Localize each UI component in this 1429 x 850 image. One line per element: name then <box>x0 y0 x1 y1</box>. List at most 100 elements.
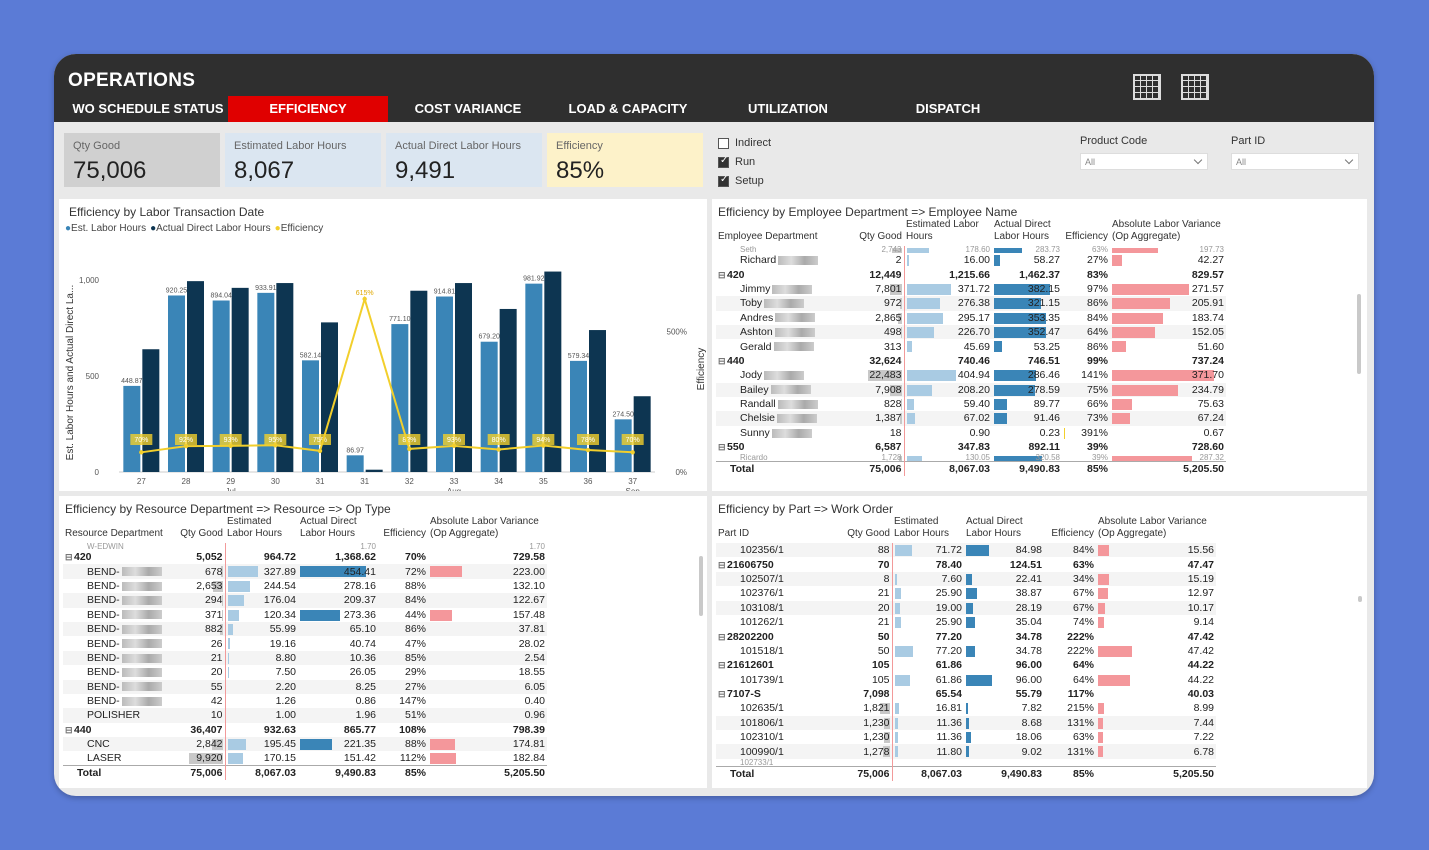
table-row[interactable]: 102310/1 1,230 11.36 18.06 63% 7.22 <box>716 730 1216 745</box>
table-row[interactable]: BEND- 55 2.20 8.25 27% 6.05 <box>63 679 547 694</box>
table-row[interactable]: 102356/1 88 71.72 84.98 84% 15.56 <box>716 543 1216 558</box>
table-row[interactable]: W-EDWIN 1.70 1.70 <box>63 543 547 550</box>
tab-efficiency[interactable]: EFFICIENCY <box>228 96 388 122</box>
slicer-option-indirect[interactable]: Indirect <box>718 137 771 149</box>
table-row[interactable]: Toby 972 276.38 321.15 86% 205.91 <box>716 296 1226 311</box>
table-row[interactable]: BEND- 26 19.16 40.74 47% 28.02 <box>63 636 547 651</box>
table-row[interactable]: Chelsie 1,387 67.02 91.46 73% 67.24 <box>716 411 1226 426</box>
group-row[interactable]: ⊟440 36,407 932.63 865.77 108% 798.39 <box>63 722 547 738</box>
group-row[interactable]: ⊟440 32,624 740.46 746.51 99% 737.24 <box>716 353 1226 369</box>
column-header[interactable]: Qty Good <box>180 528 223 539</box>
collapse-icon[interactable]: ⊟ <box>718 660 726 671</box>
collapse-icon[interactable]: ⊟ <box>718 631 726 642</box>
group-row[interactable]: ⊟21612601 105 61.86 96.00 64% 44.22 <box>716 658 1216 673</box>
table-row[interactable]: BEND- 20 7.50 26.05 29% 18.55 <box>63 665 547 680</box>
table-row[interactable]: 101739/1 105 61.86 96.00 64% 44.22 <box>716 672 1216 687</box>
table-icon[interactable] <box>1133 74 1161 100</box>
table-row[interactable]: Seth 2,743 178.60 283.73 63% 197.73 <box>716 246 1226 253</box>
product-code-dropdown[interactable]: All <box>1080 153 1208 170</box>
slicer-option-setup[interactable]: Setup <box>718 174 764 187</box>
column-header[interactable]: Estimated Labor Hours <box>906 219 979 242</box>
collapse-icon[interactable]: ⊟ <box>65 724 73 735</box>
table-row[interactable]: 102635/1 1,821 16.81 7.82 215% 8.99 <box>716 701 1216 716</box>
table-row[interactable]: BEND- 21 8.80 10.36 85% 2.54 <box>63 650 547 666</box>
total-row[interactable]: Total 75,006 8,067.03 9,490.83 85% 5,205.50 <box>716 461 1226 477</box>
total-row[interactable]: Total 75,006 8,067.03 9,490.83 85% 5,205.50 <box>716 765 1216 781</box>
collapse-icon[interactable]: ⊟ <box>65 552 73 563</box>
column-header[interactable]: Estimated Labor Hours <box>894 516 950 539</box>
table-row[interactable]: BEND- 294 176.04 209.37 84% 122.67 <box>63 593 547 608</box>
group-row[interactable]: ⊟420 5,052 964.72 1,368.62 70% 729.58 <box>63 550 547 565</box>
slicer-option-run[interactable]: Run <box>718 155 755 168</box>
group-row[interactable]: ⊟21606750 70 78.40 124.51 63% 47.47 <box>716 557 1216 572</box>
tab-cost-variance[interactable]: COST VARIANCE <box>414 101 522 116</box>
efficiency-combo-chart[interactable]: 1,000 500 0 500% 0% Est. Labor Hours and Actu… <box>59 199 707 491</box>
table-row[interactable]: Jimmy 7,801 371.72 382.15 97% 271.57 <box>716 281 1226 297</box>
tab-dispatch[interactable]: DISPATCH <box>915 101 981 116</box>
table-row[interactable]: Ricardo 1,728 130.05 320.58 39% 287.32 <box>716 454 1226 462</box>
table-row[interactable]: 103108/1 20 19.00 28.19 67% 10.17 <box>716 600 1216 615</box>
table-row[interactable]: POLISHER 10 1.00 1.96 51% 0.96 <box>63 708 547 723</box>
table-row[interactable]: BEND- 2,653 244.54 278.16 88% 132.10 <box>63 578 547 594</box>
table-row[interactable]: Andres 2,865 295.17 353.35 84% 183.74 <box>716 310 1226 325</box>
table-row[interactable]: 101518/1 50 77.20 34.78 222% 47.42 <box>716 643 1216 659</box>
column-header[interactable]: Absolute Labor Variance (Op Aggregate) <box>430 516 539 539</box>
group-row[interactable]: ⊟28202200 50 77.20 34.78 222% 47.42 <box>716 629 1216 644</box>
column-header[interactable]: Efficiency <box>1051 528 1094 539</box>
collapse-icon[interactable]: ⊟ <box>718 269 726 280</box>
table-row[interactable]: Randall 828 59.40 89.77 66% 75.63 <box>716 396 1226 412</box>
tab-wo-schedule-status[interactable]: WO SCHEDULE STATUS <box>72 101 224 116</box>
collapse-icon[interactable]: ⊟ <box>718 355 726 366</box>
column-header[interactable]: Actual Direct Labor Hours <box>966 516 1023 539</box>
column-header[interactable]: Employee Department <box>718 231 818 242</box>
tab-utilization[interactable]: UTILIZATION <box>748 101 828 116</box>
checkbox[interactable] <box>718 155 729 168</box>
table-row[interactable]: BEND- 42 1.26 0.86 147% 0.40 <box>63 693 547 709</box>
group-row[interactable]: ⊟7107-S 7,098 65.54 55.79 117% 40.03 <box>716 686 1216 702</box>
table-row[interactable]: 102507/1 8 7.60 22.41 34% 15.19 <box>716 571 1216 587</box>
table-row[interactable]: Ashton 498 226.70 352.47 64% 152.05 <box>716 324 1226 340</box>
column-header[interactable]: Efficiency <box>1065 231 1108 242</box>
total-row[interactable]: Total 75,006 8,067.03 9,490.83 85% 5,205.50 <box>63 765 547 781</box>
column-header[interactable]: Absolute Labor Variance (Op Aggregate) <box>1112 219 1221 242</box>
checkbox[interactable] <box>718 174 729 187</box>
table-row[interactable]: BEND- 882 55.99 65.10 86% 37.81 <box>63 621 547 637</box>
row-label: Seth <box>740 246 757 253</box>
column-header[interactable]: Resource Department <box>65 528 163 539</box>
table-row[interactable]: 102376/1 21 25.90 38.87 67% 12.97 <box>716 586 1216 601</box>
column-header[interactable]: Qty Good <box>847 528 890 539</box>
table-row[interactable]: 100990/1 1,278 11.80 9.02 131% 6.78 <box>716 744 1216 759</box>
column-header[interactable]: Efficiency <box>383 528 426 539</box>
collapse-icon[interactable]: ⊟ <box>718 559 726 570</box>
cell-value: 27% <box>404 680 426 693</box>
table-row[interactable]: Jody 22,483 404.94 286.46 141% 371.70 <box>716 368 1226 383</box>
tab-load-capacity[interactable]: LOAD & CAPACITY <box>568 101 688 116</box>
table-row[interactable]: Gerald 313 45.69 53.25 86% 51.60 <box>716 339 1226 354</box>
table-row[interactable]: BEND- 371 120.34 273.36 44% 157.48 <box>63 607 547 622</box>
table-row[interactable]: Sunny 18 0.90 0.23 391% 0.67 <box>716 425 1226 441</box>
part-id-dropdown[interactable]: All <box>1231 153 1359 170</box>
table-row[interactable]: 101262/1 21 25.90 35.04 74% 9.14 <box>716 614 1216 630</box>
table-row[interactable]: Richard 2 16.00 58.27 27% 42.27 <box>716 253 1226 268</box>
group-row[interactable]: ⊟550 6,587 347.83 892.11 39% 728.60 <box>716 440 1226 455</box>
column-header[interactable]: Absolute Labor Variance (Op Aggregate) <box>1098 516 1207 539</box>
part-scrollbar[interactable] <box>1358 596 1362 602</box>
grid-table-icon[interactable] <box>1181 74 1209 100</box>
table-row[interactable]: BEND- 678 327.89 454.41 72% 223.00 <box>63 564 547 579</box>
group-row[interactable]: ⊟420 12,449 1,215.66 1,462.37 83% 829.57 <box>716 267 1226 282</box>
column-header[interactable]: Qty Good <box>859 231 902 242</box>
checkbox[interactable] <box>718 137 729 149</box>
collapse-icon[interactable]: ⊟ <box>718 442 726 453</box>
column-header[interactable]: Estimated Labor Hours <box>227 516 283 539</box>
column-header[interactable]: Actual Direct Labor Hours <box>994 219 1051 242</box>
column-header[interactable]: Part ID <box>718 528 750 539</box>
table-row[interactable]: 101806/1 1,230 11.36 8.68 131% 7.44 <box>716 715 1216 731</box>
emp-scrollbar[interactable] <box>1357 294 1361 374</box>
table-row[interactable]: 102733/1 <box>716 758 1216 767</box>
table-row[interactable]: CNC 2,842 195.45 221.35 88% 174.81 <box>63 737 547 752</box>
table-row[interactable]: Bailey 7,908 208.20 278.59 75% 234.79 <box>716 382 1226 397</box>
column-header[interactable]: Actual Direct Labor Hours <box>300 516 357 539</box>
table-row[interactable]: LASER 9,920 170.15 151.42 112% 182.84 <box>63 751 547 766</box>
res-scrollbar[interactable] <box>699 556 703 616</box>
collapse-icon[interactable]: ⊟ <box>718 689 726 700</box>
